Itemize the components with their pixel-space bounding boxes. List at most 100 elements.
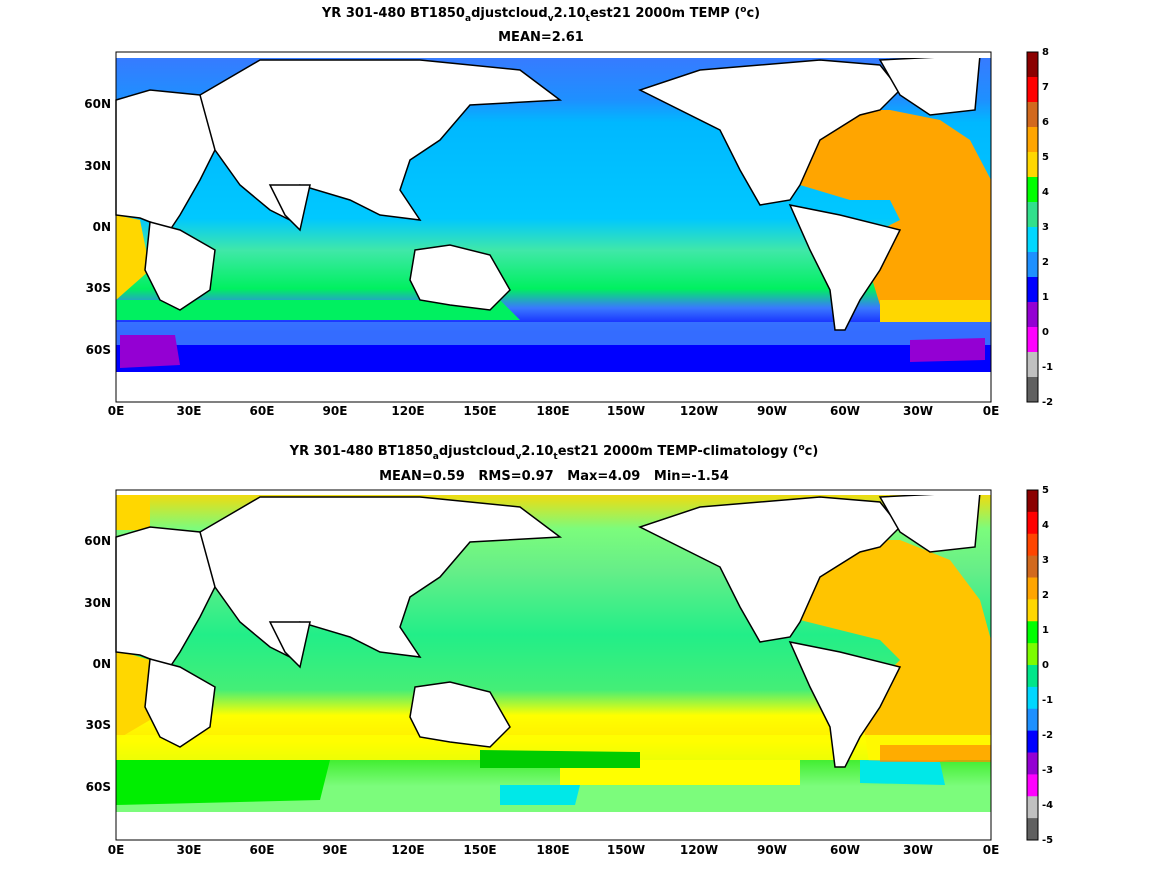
lon-label: 90E <box>323 843 348 857</box>
lon-label: 0E <box>983 404 1000 418</box>
panel-1-colorbar <box>1026 51 1039 403</box>
lon-label: 120E <box>391 843 424 857</box>
panel-2-lat-axis: 60N 30N 0N 30S 60S <box>84 534 111 794</box>
panel-2: YR 301-480 BT1850adjustcloudv2.10test21 … <box>84 443 1053 857</box>
cb-tick: -2 <box>1042 730 1053 741</box>
land-masses <box>115 490 991 840</box>
colorbar-swatch <box>1027 252 1038 278</box>
colorbar-frame <box>1026 489 1039 841</box>
lat-label: 60N <box>84 534 111 548</box>
panel-2-colorbar-ticks: 5 4 3 2 1 0 -1 -2 -3 -4 -5 <box>1042 485 1053 846</box>
cb-tick: 6 <box>1042 117 1049 128</box>
lat-label: 30N <box>84 596 111 610</box>
panel-1-colorbar-ticks: 8 7 6 5 4 3 2 1 0 -1 -2 <box>1042 47 1053 408</box>
cb-tick: -3 <box>1042 765 1053 776</box>
lon-label: 60W <box>830 404 860 418</box>
lat-label: 60N <box>84 97 111 111</box>
land-masses <box>115 52 991 402</box>
colorbar-swatch <box>1027 599 1038 622</box>
panel-2-stats: MEAN=0.59 RMS=0.97 Max=4.09 Min=-1.54 <box>379 469 729 484</box>
cb-tick: -1 <box>1042 362 1053 373</box>
cb-tick: 4 <box>1042 520 1049 531</box>
panel-2-title: YR 301-480 BT1850adjustcloudv2.10test21 … <box>289 443 819 462</box>
colorbar-swatch <box>1027 774 1038 797</box>
colorbar-swatch <box>1027 177 1038 203</box>
colorbar-swatch <box>1027 511 1038 535</box>
lon-label: 60E <box>250 843 275 857</box>
colorbar-swatch <box>1027 202 1038 228</box>
lat-label: 30S <box>86 281 111 295</box>
panel-1: YR 301-480 BT1850adjustcloudv2.10test21 … <box>84 5 1053 418</box>
colorbar-frame <box>1026 51 1039 403</box>
lat-label: 60S <box>86 780 111 794</box>
lat-label: 30S <box>86 718 111 732</box>
cb-tick: 1 <box>1042 292 1049 303</box>
lon-label: 180E <box>536 843 569 857</box>
colorbar-swatch <box>1027 377 1038 403</box>
lon-label: 0E <box>108 843 125 857</box>
cb-tick: -2 <box>1042 397 1053 408</box>
lon-label: 150E <box>463 404 496 418</box>
cb-tick: 0 <box>1042 327 1049 338</box>
colorbar-swatch <box>1027 533 1038 557</box>
lon-label: 150E <box>463 843 496 857</box>
panel-2-map <box>115 489 992 841</box>
lon-label: 120W <box>680 843 718 857</box>
colorbar-swatch <box>1027 555 1038 578</box>
cb-tick: 4 <box>1042 187 1049 198</box>
cb-tick: 3 <box>1042 222 1049 233</box>
colorbar-swatch <box>1027 818 1038 841</box>
lat-label: 0N <box>93 657 111 671</box>
cb-tick: -1 <box>1042 695 1053 706</box>
cb-tick: 3 <box>1042 555 1049 566</box>
panel-1-stats: MEAN=2.61 <box>498 30 584 45</box>
colorbar-swatch <box>1027 52 1038 78</box>
colorbar-swatch <box>1027 102 1038 128</box>
panel-1-title: YR 301-480 BT1850adjustcloudv2.10test21 … <box>321 5 760 24</box>
colorbar-swatch <box>1027 752 1038 775</box>
atlantic-warm-region <box>800 110 991 305</box>
cb-tick: -4 <box>1042 800 1053 811</box>
lon-label: 90W <box>757 404 787 418</box>
colorbar-swatch <box>1027 327 1038 353</box>
cb-tick: -5 <box>1042 835 1053 846</box>
cb-tick: 1 <box>1042 625 1049 636</box>
panel-1-lat-axis: 60N 30N 0N 30S 60S <box>84 97 111 357</box>
lon-label: 150W <box>607 404 645 418</box>
colorbar-swatch <box>1027 796 1038 819</box>
atlantic-warm-region <box>800 540 991 770</box>
colorbar-swatch <box>1027 277 1038 303</box>
cb-tick: 2 <box>1042 257 1049 268</box>
lon-label: 0E <box>108 404 125 418</box>
lon-label: 180E <box>536 404 569 418</box>
colorbar-swatch <box>1027 227 1038 253</box>
colorbar-swatch <box>1027 352 1038 378</box>
colorbar-swatch <box>1027 665 1038 688</box>
cb-tick: 2 <box>1042 590 1049 601</box>
panel-2-lon-axis: 0E 30E 60E 90E 120E 150E 180E 150W 120W … <box>108 843 1000 857</box>
lon-label: 150W <box>607 843 645 857</box>
lon-label: 60W <box>830 843 860 857</box>
lon-label: 30W <box>903 404 933 418</box>
cb-tick: 8 <box>1042 47 1049 58</box>
cb-tick: 7 <box>1042 82 1049 93</box>
lat-label: 30N <box>84 159 111 173</box>
lon-label: 30E <box>177 843 202 857</box>
lat-label: 0N <box>93 220 111 234</box>
colorbar-swatch <box>1027 686 1038 710</box>
lon-label: 90W <box>757 843 787 857</box>
lat-label: 60S <box>86 343 111 357</box>
lon-label: 120E <box>391 404 424 418</box>
panel-1-map <box>115 51 992 403</box>
colorbar-swatch <box>1027 708 1038 732</box>
colorbar-swatch <box>1027 490 1038 513</box>
colorbar-swatch <box>1027 152 1038 178</box>
panel-2-colorbar <box>1026 489 1039 841</box>
lon-label: 90E <box>323 404 348 418</box>
cb-tick: 0 <box>1042 660 1049 671</box>
lon-label: 60E <box>250 404 275 418</box>
lon-label: 120W <box>680 404 718 418</box>
colorbar-swatch <box>1027 621 1038 644</box>
colorbar-swatch <box>1027 730 1038 753</box>
